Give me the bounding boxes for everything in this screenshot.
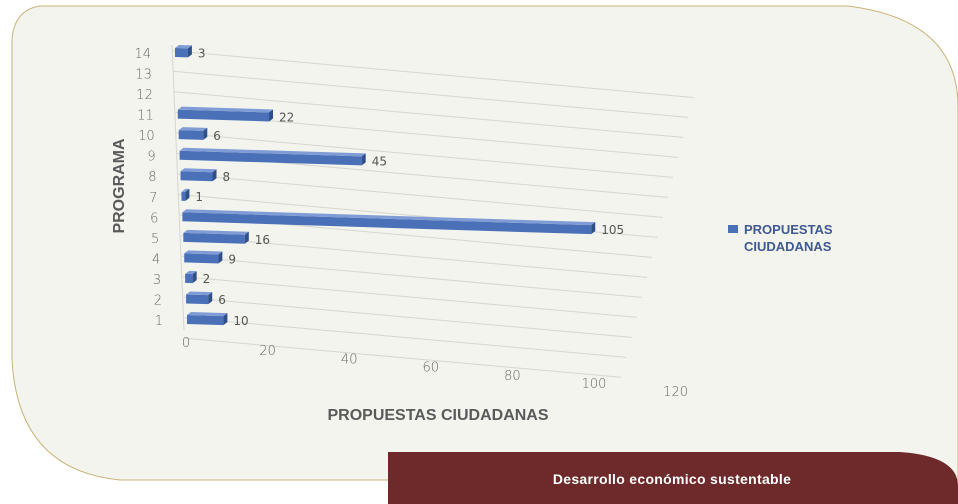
data-label: 8	[223, 170, 231, 184]
bar	[182, 212, 592, 235]
bar-top-face	[183, 229, 249, 235]
footer-text: Desarrollo económico sustentable	[553, 471, 791, 487]
bar-top-face	[184, 250, 223, 255]
grid-line	[183, 296, 632, 338]
grid-lines	[171, 44, 694, 378]
x-tick-label: 80	[504, 369, 521, 384]
bar-top-face	[179, 147, 366, 157]
grid-line	[180, 235, 648, 278]
bar	[183, 232, 245, 244]
bar	[180, 171, 213, 182]
bar	[175, 48, 188, 58]
grid-line	[185, 337, 622, 378]
data-label: 2	[203, 272, 211, 286]
y-tick-label: 8	[148, 170, 156, 185]
bar	[187, 315, 224, 326]
bar	[177, 109, 270, 122]
grid-line	[176, 132, 673, 178]
bar	[185, 273, 193, 284]
bar-end-face	[223, 313, 228, 326]
y-axis-title: PROGRAMA	[111, 138, 128, 234]
y-tick-label: 14	[134, 47, 151, 62]
bar-end-face	[218, 251, 223, 264]
x-tick-label: 20	[259, 344, 276, 359]
bar-end-face	[203, 127, 208, 140]
x-tick-label: 40	[341, 352, 358, 367]
legend-label-line2: CIUDADANAS	[744, 239, 832, 254]
x-tick-label: 120	[663, 385, 688, 400]
grid-line	[184, 317, 627, 358]
data-label: 3	[198, 46, 206, 60]
bar-end-face	[212, 169, 217, 182]
bar	[178, 130, 204, 140]
bar-end-face	[192, 271, 197, 284]
y-tick-label: 10	[138, 129, 155, 144]
data-label: 22	[279, 110, 294, 124]
bar-top-face	[180, 168, 217, 173]
bar-top-face	[182, 209, 596, 226]
bar-top-face	[181, 188, 190, 192]
bar-end-face	[244, 231, 249, 244]
legend-label-line1: PROPUESTAS	[744, 222, 833, 237]
grid-line	[181, 255, 642, 298]
data-label: 105	[601, 223, 624, 237]
footer-banner	[388, 452, 958, 504]
bar	[179, 150, 362, 166]
x-tick-label: 100	[582, 377, 607, 392]
y-tick-label: 13	[135, 68, 152, 83]
bar-end-face	[361, 153, 366, 166]
grid-line	[172, 50, 694, 98]
grid-line	[182, 276, 637, 318]
bar-end-face	[591, 222, 596, 235]
bar-top-face	[186, 291, 213, 296]
x-axis-title: PROPUESTAS CIUDADANAS	[327, 407, 548, 424]
y-axis-line	[171, 44, 185, 331]
data-label: 6	[213, 129, 221, 143]
x-tick-labels: 0 20 40 60 80 100 120	[182, 336, 688, 400]
y-tick-label: 4	[152, 252, 160, 267]
bar-end-face	[187, 45, 192, 58]
grid-line	[174, 91, 684, 138]
data-label: 1	[195, 190, 203, 204]
grid-line	[173, 70, 689, 118]
y-tick-label: 1	[155, 314, 163, 329]
legend: PROPUESTAS CIUDADANAS	[728, 222, 833, 254]
bar-end-face	[185, 188, 190, 201]
bar-top-face	[185, 270, 197, 275]
y-tick-label: 11	[137, 109, 154, 124]
bar-top-face	[187, 312, 228, 317]
bar-top-face	[177, 106, 274, 113]
data-label: 9	[228, 252, 236, 266]
y-tick-label: 9	[147, 150, 155, 165]
chart-panel	[11, 5, 958, 481]
bar-end-face	[269, 109, 274, 122]
bar-end-face	[208, 292, 213, 305]
y-tick-label: 12	[136, 88, 153, 103]
y-tick-label: 2	[154, 293, 162, 308]
bar-top-face	[175, 45, 192, 49]
x-tick-label: 60	[423, 361, 440, 376]
x-tick-label: 0	[182, 336, 190, 351]
data-label: 6	[218, 293, 226, 307]
y-tick-label: 5	[151, 232, 159, 247]
y-tick-label: 3	[153, 273, 161, 288]
bar-top-face	[178, 127, 208, 131]
y-tick-label: 7	[149, 191, 157, 206]
bars	[175, 45, 596, 326]
data-label: 45	[372, 154, 387, 168]
legend-swatch	[728, 225, 738, 233]
data-label: 16	[255, 233, 270, 247]
y-tick-label: 6	[150, 211, 158, 226]
bar	[184, 253, 219, 264]
grid-line	[178, 173, 663, 218]
bar	[186, 294, 209, 305]
data-label: 10	[233, 314, 248, 328]
bar	[181, 191, 186, 201]
